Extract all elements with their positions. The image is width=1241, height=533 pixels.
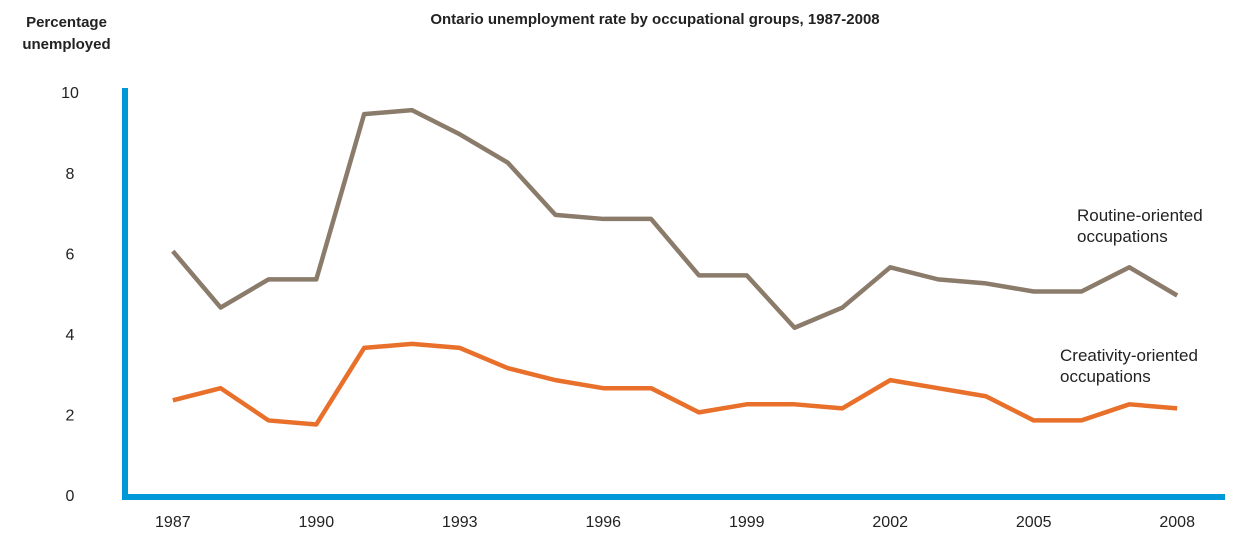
series-label: Creativity-oriented occupations [1060, 346, 1198, 386]
series-label: Routine-oriented occupations [1077, 206, 1203, 246]
y-tick-label: 4 [66, 327, 75, 344]
x-tick-label: 1996 [585, 514, 621, 531]
y-tick-label: 0 [66, 488, 75, 505]
x-tick-label: 1999 [729, 514, 765, 531]
x-tick-label: 2008 [1159, 514, 1195, 531]
series-line [171, 107, 1179, 330]
chart-title: Ontario unemployment rate by occupationa… [430, 11, 880, 28]
x-tick-label: 1990 [299, 514, 335, 531]
y-tick-label: 2 [66, 408, 75, 425]
x-tick-label: 1987 [155, 514, 191, 531]
y-axis-label: Percentage unemployed [22, 14, 111, 53]
y-tick-label: 10 [61, 85, 79, 102]
series-line [172, 341, 1178, 427]
y-tick-label: 6 [66, 246, 75, 263]
x-tick-label: 1993 [442, 514, 478, 531]
y-tick-label: 8 [66, 166, 75, 183]
x-tick-label: 2005 [1016, 514, 1052, 531]
x-tick-label: 2002 [872, 514, 908, 531]
